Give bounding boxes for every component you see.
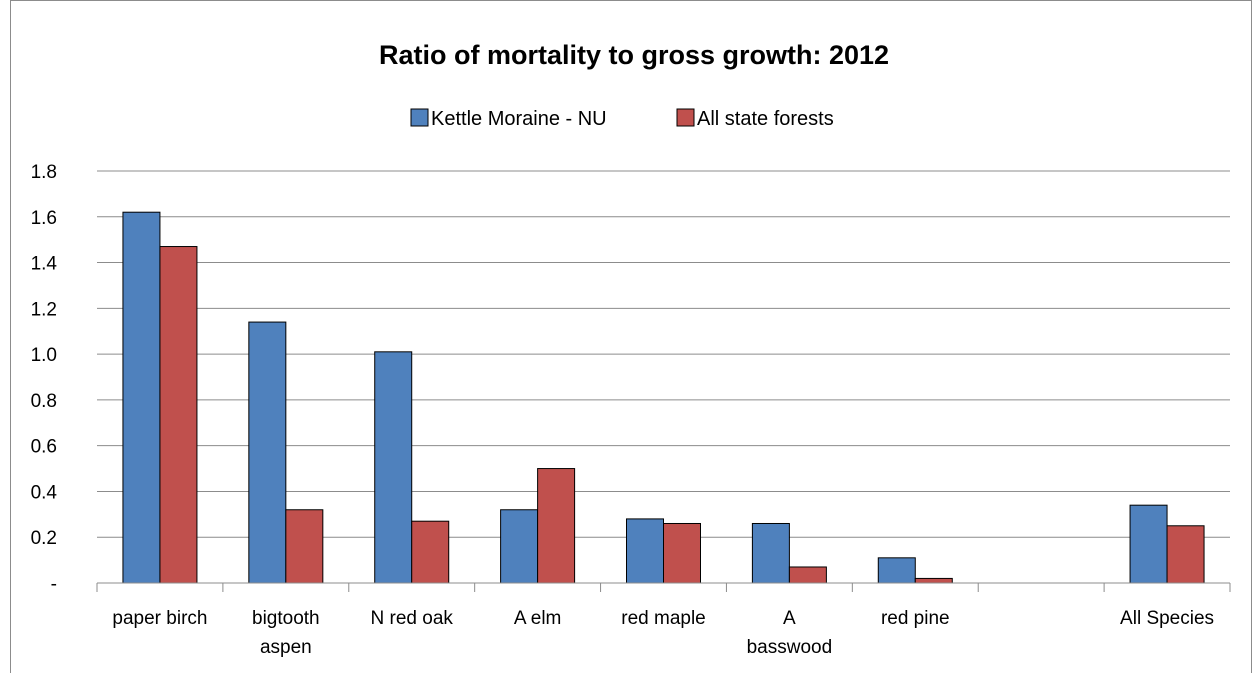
x-tick-label: aspen — [260, 637, 312, 658]
x-tick-label: bigtooth — [252, 608, 320, 629]
y-tick-label: 1.2 — [31, 299, 57, 320]
bar-all-state-forests — [159, 246, 198, 584]
x-tick-label: A — [783, 608, 796, 629]
x-tick-label: N red oak — [371, 608, 454, 629]
y-axis-ticks: - 0.2 0.4 0.6 0.8 1.0 1.2 1.4 1.6 1.8 — [31, 162, 58, 595]
bar-kettle-moraine — [248, 321, 287, 584]
chart-title: Ratio of mortality to gross growth: 2012 — [379, 40, 889, 70]
y-tick-label: 1.8 — [31, 162, 57, 183]
bar-all-state-forests — [663, 522, 701, 584]
y-tick-label: 1.0 — [31, 345, 57, 366]
x-axis — [96, 582, 1231, 592]
x-tick-label: A elm — [514, 608, 562, 629]
y-tick-label: 0.6 — [31, 437, 57, 458]
x-tick-label: paper birch — [112, 608, 207, 629]
bar-all-state-forests — [537, 468, 576, 584]
y-tick-label: 0.4 — [31, 482, 58, 503]
y-tick-label: 0.8 — [31, 391, 57, 412]
bar-all-state-forests — [285, 509, 324, 584]
legend-label-all-state-forests: All state forests — [697, 108, 834, 130]
bar-kettle-moraine — [500, 509, 539, 584]
legend-swatch-kettle-moraine — [410, 108, 429, 127]
x-axis-ticks: paper birch bigtooth aspen N red oak A elm re… — [112, 608, 1214, 658]
y-tick-label: 1.4 — [31, 254, 58, 275]
legend-swatch-all-state-forests — [676, 108, 695, 127]
chart-frame — [10, 0, 1252, 673]
legend-label-kettle-moraine: Kettle Moraine - NU — [431, 108, 607, 130]
bar-kettle-moraine — [877, 557, 916, 584]
bar-kettle-moraine — [374, 351, 413, 584]
bars — [122, 211, 1205, 584]
legend: Kettle Moraine - NU All state forests — [410, 108, 834, 130]
bar-all-state-forests — [411, 520, 450, 584]
bar-kettle-moraine — [751, 522, 790, 584]
bar-kettle-moraine — [122, 211, 161, 584]
y-tick-label: 0.2 — [31, 528, 57, 549]
y-tick-label: - — [51, 574, 57, 595]
bar-all-state-forests — [914, 577, 953, 584]
x-tick-label: basswood — [747, 637, 833, 658]
bar-all-state-forests — [1166, 525, 1205, 584]
bar-all-state-forests — [788, 566, 827, 584]
bar-kettle-moraine — [626, 518, 664, 584]
x-tick-label: red pine — [881, 608, 950, 629]
bar-kettle-moraine — [1129, 504, 1168, 584]
x-tick-label: red maple — [621, 608, 706, 629]
y-tick-label: 1.6 — [31, 208, 57, 229]
x-tick-label: All Species — [1120, 608, 1214, 629]
